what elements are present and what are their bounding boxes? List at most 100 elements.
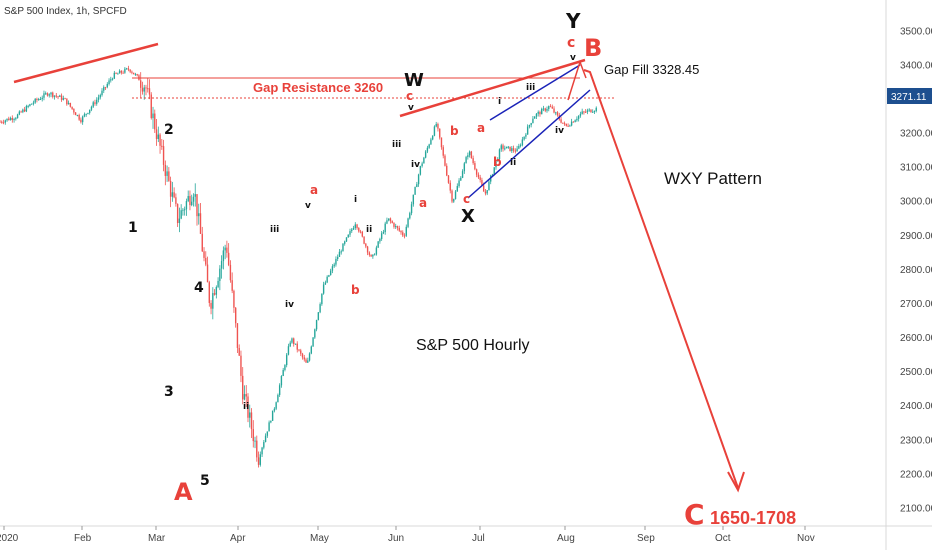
candle-body — [470, 151, 473, 159]
y-tick-label: 2300.00 — [900, 435, 932, 446]
candle-body — [127, 68, 130, 70]
candle-body — [326, 276, 328, 283]
candle-body — [271, 410, 274, 421]
candle-body — [34, 98, 36, 103]
subwave-iv-2: iv — [411, 160, 420, 170]
candle-body — [388, 218, 390, 221]
candle-body — [198, 213, 200, 217]
candle-body — [78, 115, 80, 120]
x-tick-label: Oct — [715, 533, 731, 544]
y-tick-label: 2100.00 — [900, 503, 932, 514]
candle-body — [89, 109, 91, 113]
candle-body — [240, 355, 242, 376]
candle-body — [37, 99, 40, 101]
candle-body — [94, 102, 96, 104]
candle-body — [535, 113, 538, 117]
candle-body — [548, 106, 550, 110]
candle-body — [479, 177, 481, 180]
candle-body — [537, 111, 539, 114]
candle-body — [80, 119, 82, 123]
candle-body — [2, 122, 5, 124]
candle-body — [516, 148, 518, 152]
projection-arrowhead — [727, 471, 745, 493]
candle-body — [97, 97, 100, 100]
candle-body — [486, 190, 488, 194]
candle-body — [201, 233, 203, 252]
y-tick-label: 3400.00 — [900, 60, 932, 71]
candle-body — [173, 192, 175, 198]
candle-body — [9, 118, 12, 121]
candle-body — [484, 191, 487, 194]
candle-body — [442, 147, 444, 156]
candle-body — [148, 88, 151, 95]
candle-body — [176, 203, 179, 224]
candle-body — [96, 99, 98, 104]
candle-body — [263, 442, 265, 448]
candle-body — [356, 224, 358, 228]
candle-body — [593, 110, 596, 112]
candle-body — [30, 103, 33, 105]
candle-body — [488, 181, 490, 191]
candle-body — [23, 109, 26, 112]
candle-body — [502, 145, 504, 149]
candle-body — [449, 182, 451, 191]
candle-body — [191, 201, 193, 206]
candle-body — [412, 194, 415, 205]
candle-body — [314, 329, 316, 338]
candle-body — [437, 123, 439, 129]
candle-body — [219, 268, 221, 281]
candle-body — [451, 190, 453, 202]
candle-body — [581, 111, 583, 114]
candle-body — [426, 147, 429, 152]
candle-body — [565, 123, 568, 126]
candle-body — [243, 394, 246, 400]
candle-body — [57, 96, 59, 98]
subwave-iv-1: iv — [285, 300, 294, 310]
candle-body — [18, 111, 21, 115]
candle-body — [345, 237, 348, 242]
candle-body — [178, 218, 181, 224]
y-tick-label: 3200.00 — [900, 129, 932, 140]
candle-body — [363, 236, 365, 244]
y-tick-label: 3500.00 — [900, 26, 932, 37]
candle-body — [347, 234, 349, 238]
candle-body — [417, 174, 420, 185]
candle-body — [435, 123, 437, 127]
candle-body — [574, 120, 576, 123]
candle-body — [166, 171, 168, 176]
candle-body — [460, 177, 462, 181]
candle-body — [120, 70, 123, 73]
candle-body — [497, 159, 499, 162]
candle-body — [403, 235, 406, 237]
candle-body — [147, 88, 149, 90]
candle-body — [60, 95, 63, 100]
candle-body — [29, 104, 31, 106]
svg-text:3271.11: 3271.11 — [891, 92, 927, 103]
candle-body — [317, 312, 320, 320]
y-tick-label: 2500.00 — [900, 367, 932, 378]
y-tick-label: 2600.00 — [900, 333, 932, 344]
chart-title: S&P 500 Hourly — [416, 337, 530, 354]
candle-body — [280, 376, 283, 386]
candle-body — [562, 122, 564, 124]
candle-body — [370, 254, 372, 257]
candle-body — [242, 375, 244, 400]
candle-body — [157, 134, 159, 139]
candle-body — [266, 431, 269, 436]
candle-body — [4, 120, 6, 123]
candle-body — [83, 114, 86, 117]
candle-body — [322, 284, 325, 294]
candle-body — [212, 293, 214, 309]
candle-body — [553, 108, 555, 113]
candle-body — [567, 125, 569, 127]
candle-body — [456, 186, 458, 192]
candle-body — [546, 109, 548, 111]
candle-body — [305, 359, 307, 363]
candle-body — [556, 112, 559, 116]
wave-label-Y: Y — [565, 9, 581, 33]
candle-body — [227, 252, 230, 265]
x-tick-label: Apr — [230, 533, 246, 544]
candle-body — [526, 126, 529, 135]
projection-arrow-line — [583, 69, 739, 489]
